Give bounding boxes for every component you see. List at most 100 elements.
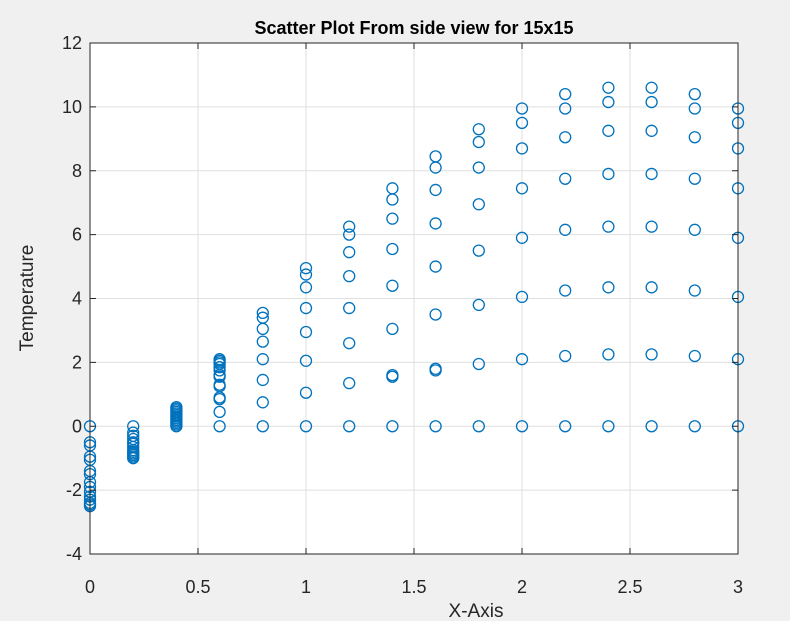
data-point <box>645 420 658 433</box>
chart-title: Scatter Plot From side view for 15x15 <box>254 18 573 38</box>
data-point <box>429 260 442 273</box>
x-tick-label: 1.5 <box>401 577 426 597</box>
data-point <box>429 150 442 163</box>
y-tick-labels: -4 -2 0 2 4 6 8 10 12 <box>62 33 82 564</box>
data-point <box>299 354 313 367</box>
x-tick-label: 0 <box>85 577 95 597</box>
x-tick-label: 3 <box>733 577 743 597</box>
data-point <box>602 124 615 137</box>
data-point <box>559 223 572 236</box>
data-point <box>386 212 399 225</box>
data-point <box>559 131 572 144</box>
data-point <box>602 95 615 109</box>
data-point <box>559 349 572 363</box>
data-point <box>429 308 442 321</box>
data-point <box>688 172 701 185</box>
data-point <box>256 420 269 433</box>
data-point <box>688 87 701 101</box>
data-point <box>343 337 356 350</box>
data-point <box>515 290 529 304</box>
data-point <box>256 311 269 324</box>
data-point <box>515 102 529 115</box>
x-tick-labels: 0 0.5 1 1.5 2 2.5 3 <box>85 577 743 597</box>
data-point <box>515 231 529 244</box>
data-point <box>256 396 269 409</box>
data-point <box>343 420 356 433</box>
data-point <box>472 161 485 174</box>
data-point <box>645 81 658 94</box>
x-tick-label: 1 <box>301 577 311 597</box>
data-point <box>645 124 658 137</box>
data-point <box>515 142 529 155</box>
data-point <box>386 368 399 382</box>
x-axis-label: X-Axis <box>449 601 504 621</box>
y-tick-label: -2 <box>66 480 82 500</box>
data-point <box>386 242 399 256</box>
data-point <box>386 420 399 433</box>
data-point <box>645 167 658 181</box>
data-point <box>386 322 399 335</box>
data-point <box>559 87 572 101</box>
data-point <box>256 306 269 320</box>
data-point <box>256 353 269 366</box>
data-point <box>343 269 356 283</box>
data-point <box>645 220 658 233</box>
data-point <box>688 284 701 297</box>
data-point <box>559 172 572 185</box>
data-point <box>299 420 313 433</box>
y-tick-label: 2 <box>72 352 82 372</box>
y-tick-label: 4 <box>72 289 82 309</box>
data-point <box>645 95 658 109</box>
data-point <box>472 198 485 211</box>
data-point <box>343 301 356 315</box>
data-point <box>299 281 313 294</box>
data-point <box>299 386 313 399</box>
data-point <box>386 182 399 195</box>
data-point <box>602 81 615 94</box>
data-point <box>429 362 442 375</box>
data-point <box>688 102 701 115</box>
data-point <box>343 376 356 390</box>
data-point <box>256 335 269 348</box>
data-point <box>559 102 572 115</box>
data-point <box>127 420 140 433</box>
data-point <box>515 353 529 366</box>
y-tick-label: -4 <box>66 544 82 564</box>
y-tick-label: 8 <box>72 161 82 181</box>
data-point <box>688 420 701 433</box>
x-tick-label: 0.5 <box>185 577 210 597</box>
data-point <box>343 220 356 233</box>
data-point <box>343 228 356 241</box>
y-tick-label: 6 <box>72 225 82 245</box>
data-point <box>645 348 658 361</box>
data-point <box>299 325 313 339</box>
data-point <box>645 281 658 294</box>
y-tick-label: 10 <box>62 97 82 117</box>
data-point <box>213 405 226 419</box>
x-tick-label: 2 <box>517 577 527 597</box>
y-tick-label: 0 <box>72 416 82 436</box>
x-tick-label: 2.5 <box>617 577 642 597</box>
data-point <box>472 123 485 136</box>
data-point <box>386 279 399 292</box>
data-point <box>299 262 313 275</box>
axis-ticks <box>89 42 739 555</box>
data-point <box>688 131 701 144</box>
data-point <box>559 420 572 433</box>
data-point <box>688 349 701 363</box>
data-point <box>429 420 442 433</box>
data-point <box>472 298 485 312</box>
data-point <box>343 246 356 259</box>
data-point <box>299 268 313 281</box>
data-point <box>602 167 615 181</box>
data-point <box>256 373 269 387</box>
data-point <box>429 183 442 197</box>
data-point <box>299 301 313 315</box>
data-point <box>213 353 226 366</box>
data-point <box>472 357 485 371</box>
data-point <box>688 223 701 236</box>
data-point <box>559 284 572 297</box>
data-point <box>515 182 529 195</box>
data-point <box>472 244 485 257</box>
